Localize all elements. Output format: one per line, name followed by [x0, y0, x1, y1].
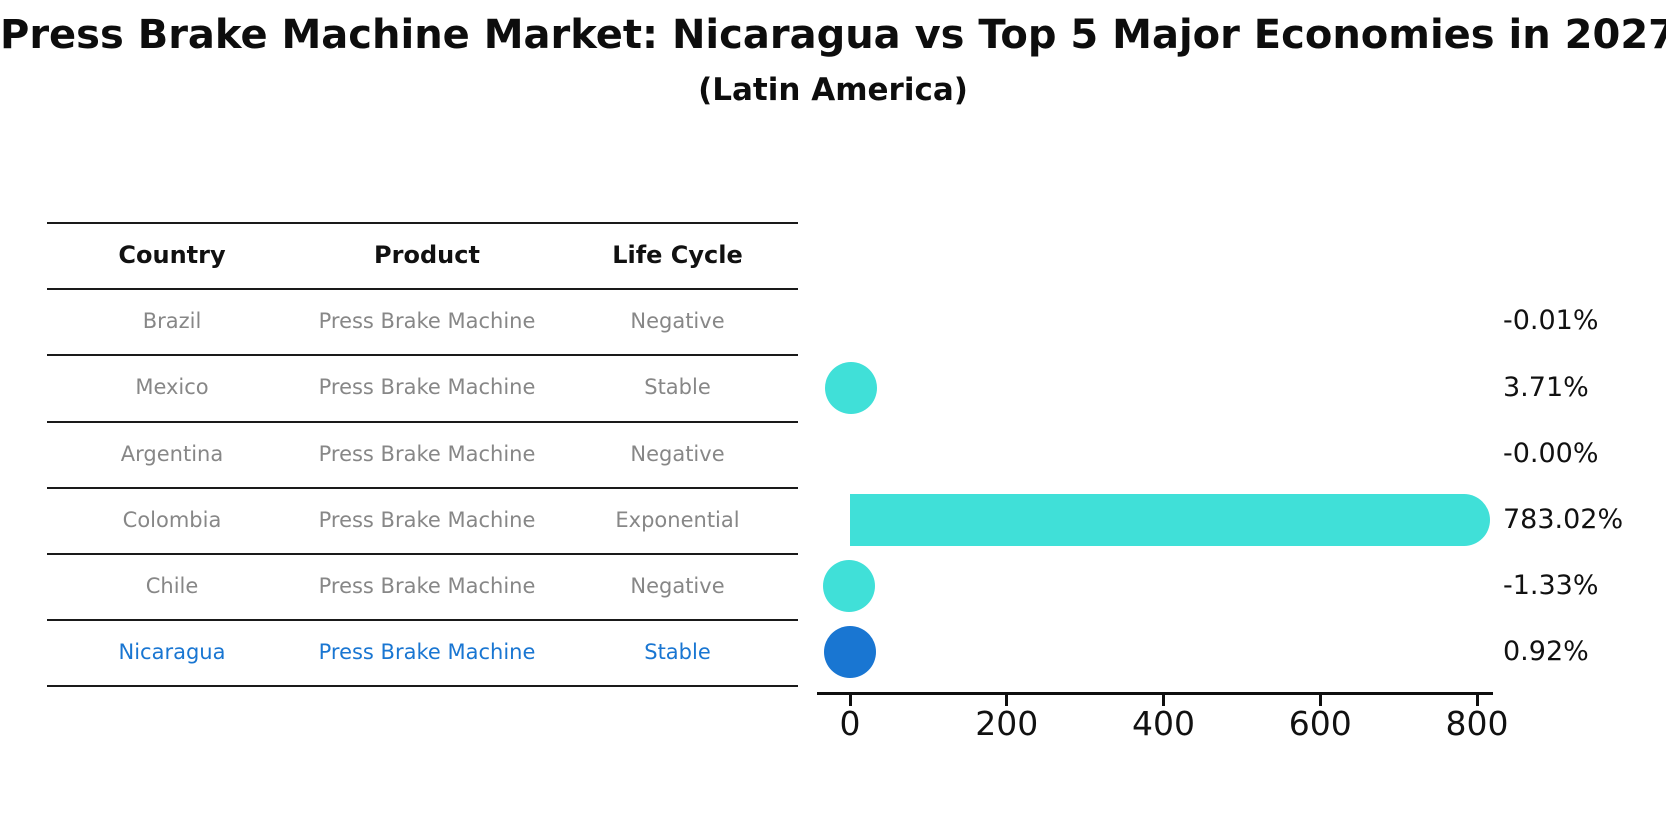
- value-label-brazil: -0.01%: [1503, 305, 1599, 337]
- table-divider-line: [47, 553, 798, 555]
- cell-product: Press Brake Machine: [318, 441, 536, 466]
- cell-life-cycle: Exponential: [615, 507, 740, 532]
- cell-country: Argentina: [120, 441, 224, 466]
- x-axis-tick-label: 0: [839, 704, 861, 743]
- cell-product: Press Brake Machine: [318, 574, 536, 599]
- x-axis-tick-label: 800: [1445, 704, 1509, 743]
- x-axis-tick: [1318, 695, 1322, 706]
- x-axis-tick: [1005, 695, 1009, 706]
- table-header-country: Country: [118, 241, 226, 270]
- cell-product: Press Brake Machine: [318, 309, 536, 334]
- table-divider-line: [47, 288, 798, 291]
- x-axis-tick-label: 200: [975, 704, 1039, 743]
- bar-colombia: [850, 493, 1490, 546]
- cell-life-cycle: Stable: [644, 375, 711, 400]
- x-axis-tick: [1475, 695, 1479, 706]
- cell-life-cycle-highlighted: Stable: [644, 640, 711, 665]
- x-axis-tick: [1162, 695, 1165, 706]
- table-divider-line: [47, 354, 798, 357]
- bar-chile: [823, 560, 876, 613]
- cell-product-highlighted: Press Brake Machine: [318, 640, 536, 665]
- cell-life-cycle: Negative: [630, 309, 725, 334]
- cell-country: Chile: [145, 574, 199, 599]
- value-label-mexico: 3.71%: [1503, 371, 1589, 403]
- table-divider-line: [47, 222, 798, 224]
- bar-nicaragua: [824, 626, 877, 679]
- value-label-argentina: -0.00%: [1503, 437, 1599, 469]
- x-axis-tick-label: 600: [1288, 704, 1352, 743]
- table-header-product: Product: [374, 241, 480, 270]
- x-axis-line: [817, 692, 1493, 695]
- x-axis-tick-label: 400: [1132, 704, 1195, 743]
- cell-country-highlighted: Nicaragua: [118, 640, 226, 665]
- x-axis-tick: [848, 695, 852, 706]
- value-label-nicaragua: 0.92%: [1503, 636, 1589, 668]
- value-label-colombia: 783.02%: [1503, 503, 1624, 535]
- cell-life-cycle: Negative: [630, 441, 725, 466]
- cell-product: Press Brake Machine: [318, 375, 536, 400]
- table-divider-line: [47, 685, 798, 688]
- table-divider-line: [47, 486, 798, 489]
- cell-product: Press Brake Machine: [318, 507, 536, 532]
- table-divider-line: [47, 420, 798, 423]
- cell-country: Colombia: [122, 507, 222, 532]
- cell-country: Mexico: [135, 375, 209, 400]
- chart-subtitle: (Latin America): [698, 72, 968, 108]
- table-header-life-cycle: Life Cycle: [612, 241, 743, 270]
- bar-mexico: [825, 361, 878, 414]
- value-label-chile: -1.33%: [1503, 570, 1599, 602]
- chart-title: Press Brake Machine Market: Nicaragua vs…: [0, 12, 1666, 58]
- cell-country: Brazil: [142, 309, 202, 334]
- cell-life-cycle: Negative: [630, 574, 725, 599]
- table-divider-line: [47, 619, 798, 622]
